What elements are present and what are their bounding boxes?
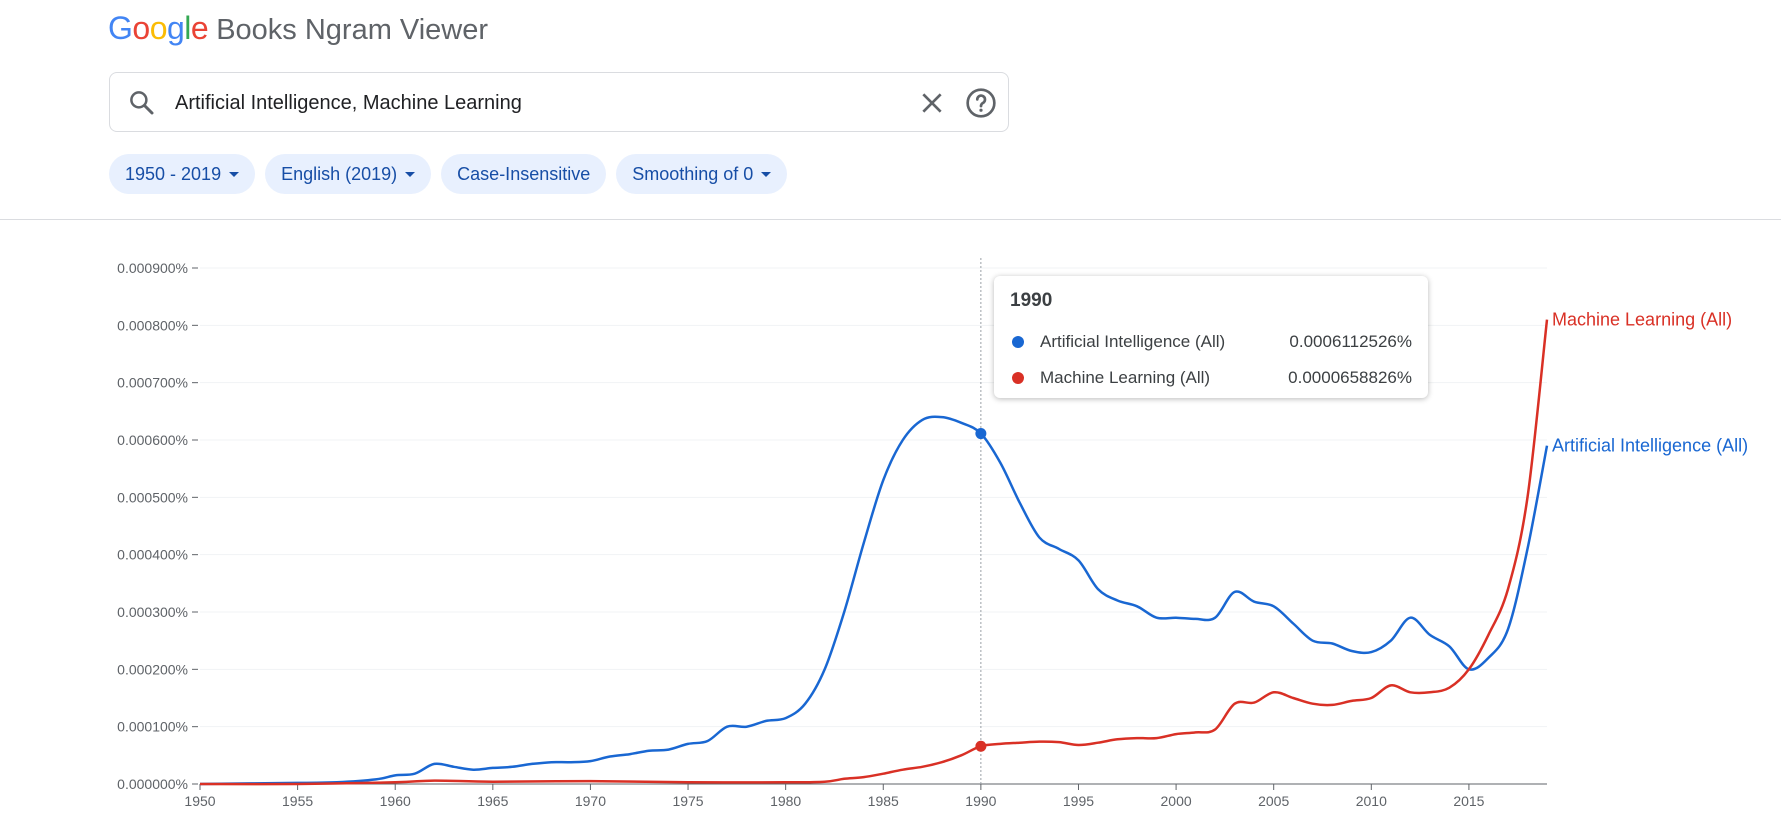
tooltip-series-name: Artificial Intelligence (All): [1040, 332, 1226, 351]
logo-letter: g: [166, 10, 185, 46]
x-tick-label: 2000: [1161, 793, 1192, 809]
y-tick-label: 0.000900%: [117, 260, 188, 276]
x-tick-label: 1975: [672, 793, 703, 809]
y-tick-label: 0.000600%: [117, 432, 188, 448]
y-tick-label: 0.000100%: [117, 719, 188, 735]
series-end-label[interactable]: Artificial Intelligence (All): [1552, 436, 1748, 456]
smoothing-label: Smoothing of 0: [632, 163, 754, 184]
tooltip-row-ai: Artificial Intelligence (All) 0.00061125…: [1010, 324, 1412, 360]
x-tick-label: 1980: [770, 793, 801, 809]
x-tick-label: 1990: [965, 793, 996, 809]
chevron-down-icon: [229, 171, 240, 177]
help-icon[interactable]: [965, 87, 997, 119]
smoothing-chip[interactable]: Smoothing of 0: [616, 154, 788, 194]
google-wordmark: Google: [108, 10, 209, 47]
y-tick-label: 0.000300%: [117, 604, 188, 620]
hover-point: [975, 740, 987, 752]
filter-chips: 1950 - 2019 English (2019) Case-Insensit…: [109, 154, 788, 194]
logo-letter: G: [108, 10, 133, 46]
app-title: Books Ngram Viewer: [216, 14, 489, 46]
x-tick-label: 1970: [575, 793, 606, 809]
search-box: [109, 72, 1009, 132]
y-tick-label: 0.000700%: [117, 375, 188, 391]
tooltip-series-value: 0.0006112526%: [1289, 332, 1412, 351]
x-tick-label: 1995: [1063, 793, 1094, 809]
ngram-chart[interactable]: 0.000000% 0.000100% 0.000200% 0.000300% 0.00…: [0, 220, 1781, 825]
logo-letter: e: [190, 10, 209, 46]
series-dot-icon: [1012, 372, 1024, 384]
hover-point: [975, 428, 987, 440]
corpus-label: English (2019): [281, 163, 398, 184]
x-tick-label: 2015: [1453, 793, 1484, 809]
y-tick-label: 0.000000%: [117, 776, 188, 792]
tooltip-series-name: Machine Learning (All): [1040, 368, 1211, 387]
series-line-machine-learning[interactable]: [199, 319, 1549, 786]
y-tick-label: 0.000400%: [117, 547, 188, 563]
series-end-label[interactable]: Machine Learning (All): [1552, 310, 1732, 330]
x-tick-label: 2005: [1258, 793, 1289, 809]
year-range-label: 1950 - 2019: [125, 163, 222, 184]
x-tick-label: 1960: [380, 793, 411, 809]
x-tick-label: 1965: [477, 793, 508, 809]
tooltip-year: 1990: [1010, 290, 1053, 311]
chevron-down-icon: [761, 171, 772, 177]
header: Google Books Ngram Viewer 1950 - 2019 En…: [0, 0, 1781, 220]
close-icon[interactable]: [916, 87, 948, 119]
tooltip-row-ml: Machine Learning (All) 0.0000658826%: [1010, 360, 1412, 396]
series-dot-icon: [1012, 336, 1024, 348]
series-line-artificial-intelligence[interactable]: [199, 415, 1549, 786]
y-tick-label: 0.000200%: [117, 661, 188, 677]
x-tick-label: 1955: [282, 793, 313, 809]
x-tick-label: 2010: [1356, 793, 1387, 809]
logo-letter: l: [184, 10, 191, 46]
y-tick-label: 0.000800%: [117, 317, 188, 333]
x-tick-label: 1985: [868, 793, 899, 809]
search-input[interactable]: [175, 85, 875, 121]
case-label: Case-Insensitive: [457, 163, 591, 184]
y-tick-label: 0.000500%: [117, 489, 188, 505]
search-icon[interactable]: [127, 88, 157, 118]
logo-letter: o: [149, 10, 168, 46]
chevron-down-icon: [405, 171, 416, 177]
x-tick-label: 1950: [184, 793, 215, 809]
year-range-chip[interactable]: 1950 - 2019: [109, 154, 256, 194]
tooltip-series-value: 0.0000658826%: [1288, 368, 1412, 387]
google-books-logo[interactable]: Google Books Ngram Viewer: [108, 10, 488, 50]
logo-letter: o: [132, 10, 150, 46]
corpus-chip[interactable]: English (2019): [265, 154, 432, 194]
hover-tooltip: 1990 Artificial Intelligence (All) 0.000…: [994, 276, 1428, 398]
case-chip[interactable]: Case-Insensitive: [441, 154, 607, 194]
